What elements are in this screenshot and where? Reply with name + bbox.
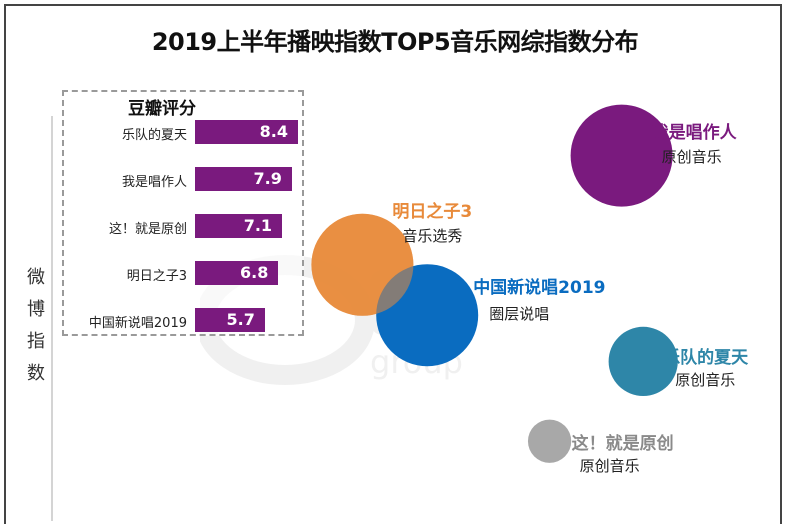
bubble-name-label: 这！就是原创 — [571, 434, 674, 455]
bar-value-label: 8.4 — [259, 122, 288, 141]
bar-category-label: 中国新说唱2019 — [88, 316, 187, 331]
bar-value-label: 7.9 — [253, 169, 282, 188]
y-axis-line — [51, 116, 53, 521]
bubble-category-label: 音乐选秀 — [402, 226, 463, 245]
bar-category-label: 乐队的夏天 — [121, 128, 187, 143]
y-axis-label-char: 指 — [27, 331, 45, 352]
bubble-category-label: 圈层说唱 — [489, 305, 550, 324]
bubble — [527, 419, 572, 463]
bar-category-label: 明日之子3 — [126, 269, 187, 284]
bubble-category-label: 原创音乐 — [579, 457, 640, 476]
bar — [195, 261, 279, 285]
y-axis-label-char: 博 — [27, 299, 45, 320]
bar — [195, 214, 283, 238]
bar-value-label: 5.7 — [226, 310, 255, 329]
bubble-category-label: 原创音乐 — [661, 147, 722, 166]
chart-frame — [4, 4, 782, 524]
y-axis-label-char: 数 — [27, 363, 45, 384]
bubble-category-label: 原创音乐 — [675, 371, 736, 390]
bar-category-label: 我是唱作人 — [121, 175, 187, 190]
y-axis-label: 微 博 指 数 — [26, 262, 46, 390]
bar — [195, 167, 292, 191]
bar-value-label: 6.8 — [240, 263, 269, 282]
bubble — [570, 104, 673, 207]
inset-title: 豆瓣评分 — [128, 99, 196, 119]
bubble — [608, 326, 678, 396]
bar-value-label: 7.1 — [243, 216, 273, 235]
bubble-name-label: 中国新说唱2019 — [473, 278, 606, 299]
chart-title: 2019上半年播映指数TOP5音乐网综指数分布 — [151, 28, 639, 56]
bubble-name-label: 乐队的夏天 — [663, 348, 749, 369]
bar — [195, 120, 298, 144]
y-axis-label-char: 微 — [27, 267, 45, 288]
bar-category-label: 这！就是原创 — [108, 222, 187, 237]
bubble-name-label: 我是唱作人 — [651, 122, 737, 143]
bubble-overlap — [311, 213, 414, 316]
bubble-name-label: 明日之子3 — [392, 201, 473, 222]
bar — [195, 308, 265, 332]
